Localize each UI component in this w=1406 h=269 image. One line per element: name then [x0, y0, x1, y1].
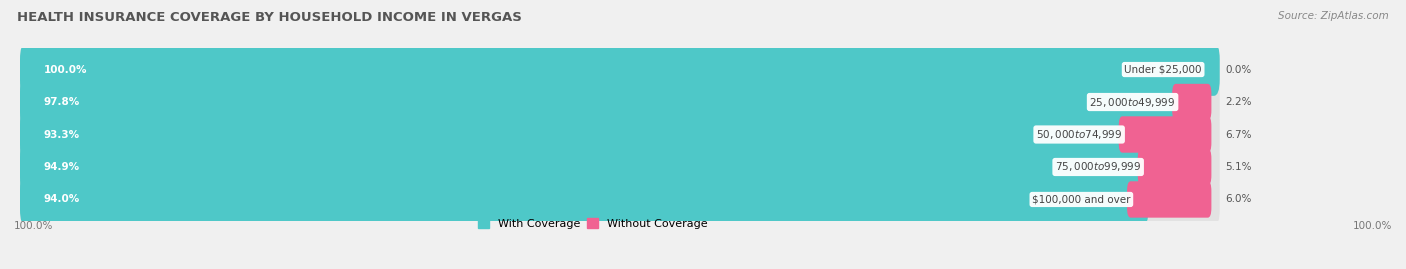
Legend: With Coverage, Without Coverage: With Coverage, Without Coverage — [478, 218, 707, 229]
Text: 94.0%: 94.0% — [44, 194, 80, 204]
FancyBboxPatch shape — [1128, 181, 1212, 218]
Text: 6.7%: 6.7% — [1226, 129, 1253, 140]
Text: Source: ZipAtlas.com: Source: ZipAtlas.com — [1278, 11, 1389, 21]
FancyBboxPatch shape — [20, 173, 1220, 226]
Text: Under $25,000: Under $25,000 — [1125, 65, 1202, 75]
Text: 100.0%: 100.0% — [1353, 221, 1392, 231]
FancyBboxPatch shape — [20, 76, 1220, 128]
FancyBboxPatch shape — [20, 141, 1220, 193]
FancyBboxPatch shape — [20, 173, 1149, 226]
FancyBboxPatch shape — [20, 76, 1194, 128]
Text: 100.0%: 100.0% — [14, 221, 53, 231]
Text: 5.1%: 5.1% — [1226, 162, 1253, 172]
Text: 0.0%: 0.0% — [1226, 65, 1251, 75]
Text: $25,000 to $49,999: $25,000 to $49,999 — [1090, 95, 1175, 108]
Text: HEALTH INSURANCE COVERAGE BY HOUSEHOLD INCOME IN VERGAS: HEALTH INSURANCE COVERAGE BY HOUSEHOLD I… — [17, 11, 522, 24]
Text: 6.0%: 6.0% — [1226, 194, 1251, 204]
FancyBboxPatch shape — [1119, 116, 1212, 153]
Text: 97.8%: 97.8% — [44, 97, 80, 107]
Text: $75,000 to $99,999: $75,000 to $99,999 — [1054, 161, 1142, 174]
FancyBboxPatch shape — [20, 43, 1220, 96]
FancyBboxPatch shape — [20, 108, 1140, 161]
Text: $50,000 to $74,999: $50,000 to $74,999 — [1036, 128, 1122, 141]
Text: 100.0%: 100.0% — [44, 65, 87, 75]
FancyBboxPatch shape — [1137, 149, 1212, 185]
Text: $100,000 and over: $100,000 and over — [1032, 194, 1130, 204]
FancyBboxPatch shape — [20, 141, 1159, 193]
Text: 93.3%: 93.3% — [44, 129, 80, 140]
FancyBboxPatch shape — [20, 108, 1220, 161]
Text: 2.2%: 2.2% — [1226, 97, 1253, 107]
FancyBboxPatch shape — [1173, 84, 1212, 120]
FancyBboxPatch shape — [20, 43, 1220, 96]
Text: 94.9%: 94.9% — [44, 162, 80, 172]
